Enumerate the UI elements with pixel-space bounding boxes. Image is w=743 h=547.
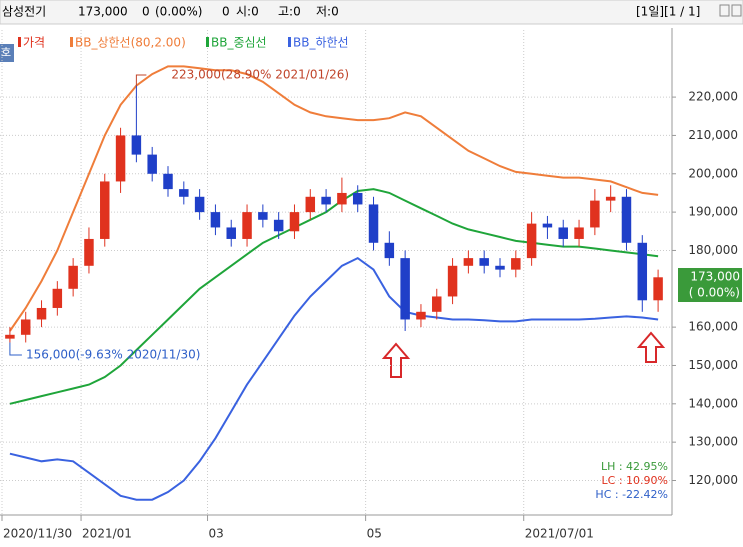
candle-body [479, 258, 489, 266]
annotation-leader [9, 342, 22, 356]
band-line [9, 256, 659, 501]
legend-swatch [70, 37, 73, 47]
candle-body [305, 196, 316, 213]
candle-body [163, 173, 173, 190]
last-price: 173,000 [690, 270, 740, 284]
band-line [9, 65, 659, 332]
candle-body [5, 334, 15, 339]
window-icon[interactable] [731, 4, 742, 17]
candle-body [52, 288, 63, 308]
candle-body [242, 212, 252, 239]
stat-label: HC : -22.42% [595, 488, 668, 501]
period[interactable]: [1일][1 / 1] [636, 5, 700, 19]
legend-label: BB_상한선(80,2.00) [75, 36, 186, 50]
candle-body [147, 154, 157, 174]
annotation: 223,000(28.90% 2021/01/26) [171, 68, 349, 82]
candle-body [558, 227, 568, 239]
y-tick-label: 190,000 [688, 205, 738, 219]
legend-label: BB_하한선 [293, 36, 349, 50]
candle-body [447, 265, 458, 297]
legend-swatch [18, 37, 21, 47]
candle-body [226, 227, 236, 239]
y-tick-label: 140,000 [688, 396, 738, 410]
x-tick-label: 03 [209, 527, 224, 541]
y-tick-label: 150,000 [688, 358, 738, 372]
candle-body [352, 192, 363, 205]
candle-body [416, 311, 426, 320]
y-tick-label: 130,000 [688, 435, 738, 449]
y-tick-label: 220,000 [688, 90, 738, 104]
candle-body [84, 238, 94, 266]
candle-body [511, 258, 521, 270]
window-icon[interactable] [719, 4, 730, 17]
candle-body [20, 319, 31, 335]
arrow-marker [381, 342, 411, 378]
stock-price: 173,000 [78, 5, 128, 19]
arrow-marker [636, 331, 666, 363]
x-tick-label: 2021/07/01 [525, 527, 594, 541]
band-line [9, 188, 659, 405]
stat-label: LH : 42.95% [601, 460, 668, 473]
y-tick-label: 120,000 [688, 473, 738, 487]
header-bar [0, 0, 743, 25]
candle-body [574, 227, 584, 239]
last-rate: ( 0.00%) [689, 286, 740, 300]
last-price-box [678, 268, 742, 302]
stock-rate: (0.00%) [155, 5, 202, 19]
candle-body [210, 212, 221, 228]
annotation-leader [135, 74, 147, 86]
legend-swatch [288, 37, 291, 47]
candle-body [258, 212, 268, 220]
candle-body [621, 196, 632, 243]
candle-body [179, 189, 189, 197]
stock-volume: 0 [222, 5, 230, 19]
candle-body [590, 200, 600, 228]
y-tick-label: 180,000 [688, 243, 738, 257]
annotation: 156,000(-9.63% 2020/11/30) [26, 348, 200, 362]
legend-label: 가격 [23, 36, 45, 50]
candle-body [273, 219, 284, 232]
x-tick-label: 2021/01 [82, 527, 132, 541]
candle-body [605, 196, 616, 201]
candle-body [337, 192, 347, 205]
stock-name: 삼성전기 [2, 5, 46, 19]
side-tab-label: 호 [1, 46, 11, 59]
x-tick-label: 2020/11/30 [3, 527, 72, 541]
candle-body [653, 277, 663, 301]
y-tick-label: 210,000 [688, 128, 738, 142]
legend-swatch [206, 37, 209, 47]
y-tick-label: 200,000 [688, 166, 738, 180]
candle-body [384, 242, 395, 259]
stock-low: 저:0 [316, 5, 339, 19]
candle-body [289, 212, 300, 232]
candle-body [68, 265, 78, 289]
candle-body [321, 196, 331, 205]
candle-body [368, 204, 379, 243]
stock-change: 0 [142, 5, 150, 19]
legend-label: BB_중심선 [211, 36, 267, 50]
y-tick-label: 160,000 [688, 320, 738, 334]
candle-body [637, 242, 648, 301]
candle-body [36, 307, 47, 320]
candle-body [115, 135, 126, 182]
candle-body [432, 296, 442, 312]
candle-body [542, 223, 553, 228]
candle-body [100, 181, 110, 239]
stock-open: 시:0 [236, 5, 259, 19]
stat-label: LC : 10.90% [602, 474, 668, 487]
x-tick-label: 05 [367, 527, 382, 541]
candle-body [526, 223, 537, 259]
candle-body [495, 265, 505, 270]
candle-body [194, 196, 205, 213]
side-tab[interactable] [0, 44, 14, 62]
candle-body [400, 258, 410, 320]
candle-body [463, 258, 474, 266]
stock-high: 고:0 [278, 5, 301, 19]
candle-body [131, 135, 142, 155]
